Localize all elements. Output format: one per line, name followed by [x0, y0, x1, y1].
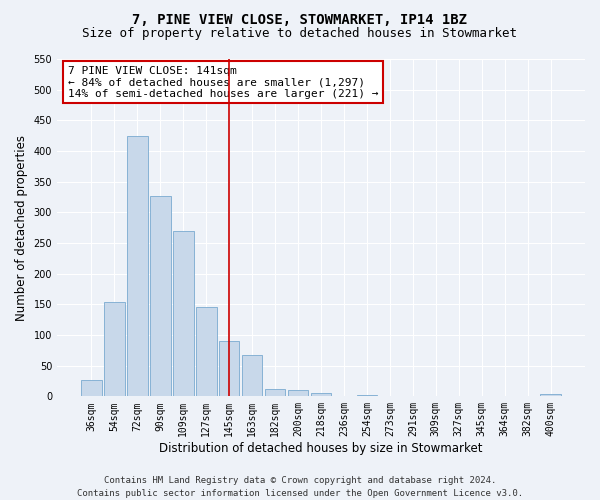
Bar	[150, 196, 170, 396]
Bar	[242, 355, 262, 397]
Bar	[265, 389, 286, 396]
Bar	[81, 380, 102, 396]
Bar	[541, 394, 561, 396]
Bar	[356, 395, 377, 396]
Y-axis label: Number of detached properties: Number of detached properties	[15, 134, 28, 320]
Bar	[288, 390, 308, 396]
Bar	[127, 136, 148, 396]
Text: Size of property relative to detached houses in Stowmarket: Size of property relative to detached ho…	[83, 28, 517, 40]
Text: 7 PINE VIEW CLOSE: 141sqm
← 84% of detached houses are smaller (1,297)
14% of se: 7 PINE VIEW CLOSE: 141sqm ← 84% of detac…	[68, 66, 378, 99]
Bar	[219, 340, 239, 396]
X-axis label: Distribution of detached houses by size in Stowmarket: Distribution of detached houses by size …	[159, 442, 483, 455]
Bar	[173, 230, 194, 396]
Bar	[196, 308, 217, 396]
Bar	[104, 302, 125, 396]
Bar	[311, 394, 331, 396]
Text: 7, PINE VIEW CLOSE, STOWMARKET, IP14 1BZ: 7, PINE VIEW CLOSE, STOWMARKET, IP14 1BZ	[133, 12, 467, 26]
Text: Contains HM Land Registry data © Crown copyright and database right 2024.
Contai: Contains HM Land Registry data © Crown c…	[77, 476, 523, 498]
